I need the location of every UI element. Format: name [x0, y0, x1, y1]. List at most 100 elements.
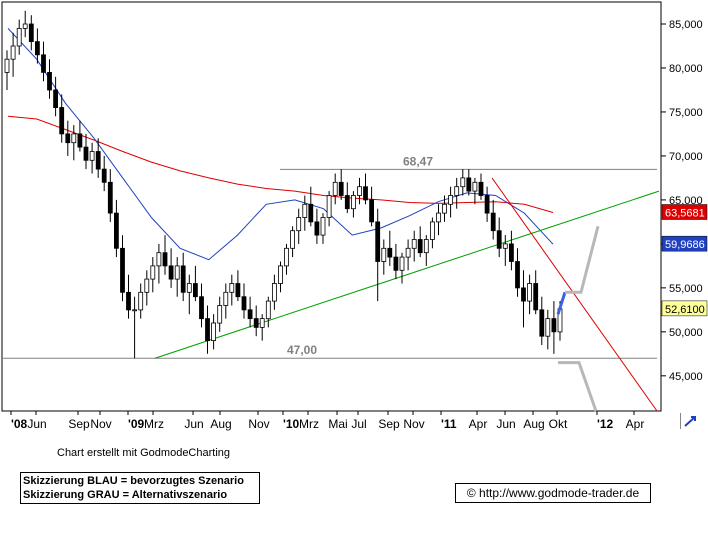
y-tick-label: 70,000 — [669, 151, 703, 163]
candle — [278, 261, 283, 293]
level-label-0: 68,47 — [403, 154, 433, 168]
candle — [521, 270, 526, 328]
candle — [436, 204, 441, 236]
candle — [350, 191, 356, 218]
legend-grey-line: Skizzierung GRAU = Alternativszenario — [23, 489, 228, 501]
candle — [265, 296, 271, 328]
candle — [114, 199, 119, 258]
candle — [423, 235, 429, 266]
candle — [199, 283, 204, 328]
candle — [357, 177, 362, 205]
candle — [180, 252, 186, 302]
legend-blue-line: Skizzierung BLAU = bevorzugtes Szenario — [23, 475, 244, 487]
candle — [393, 243, 399, 280]
price-tag: 63,5681 — [661, 204, 708, 220]
scenario-blue-path — [556, 291, 567, 315]
x-tick-label: Mai — [328, 417, 347, 431]
candle — [375, 208, 381, 302]
candle — [223, 283, 229, 319]
candle — [472, 177, 478, 205]
candle — [284, 243, 289, 275]
candle — [77, 120, 83, 152]
candle — [156, 243, 162, 284]
y-tick-label: 80,000 — [669, 63, 703, 75]
candle — [551, 301, 557, 354]
candle — [10, 32, 16, 77]
x-tick-label: Apr — [626, 417, 645, 431]
x-tick-label: Sep — [378, 417, 400, 431]
candle — [302, 195, 308, 231]
candle — [22, 10, 28, 38]
candle — [47, 59, 52, 99]
candle — [308, 186, 314, 227]
candle — [217, 296, 223, 332]
candle — [101, 155, 107, 192]
candle — [107, 169, 113, 222]
candle — [192, 265, 198, 302]
candle — [290, 226, 296, 258]
candle — [41, 41, 46, 82]
candle — [35, 28, 40, 64]
candle — [59, 94, 65, 143]
candle — [16, 19, 22, 55]
chart-corner-button[interactable] — [680, 413, 701, 429]
candle — [144, 270, 150, 306]
candle — [241, 283, 247, 319]
candle — [271, 274, 277, 310]
svg-text:63,5681: 63,5681 — [665, 207, 705, 219]
svg-text:59,9686: 59,9686 — [665, 239, 705, 251]
x-tick-label: Jul — [351, 417, 366, 431]
candle — [533, 270, 539, 315]
scenario-legend: Skizzierung BLAU = bevorzugtes Szenario … — [20, 472, 260, 504]
scenario-grey-down-path — [558, 361, 598, 412]
support-trendline — [154, 190, 660, 359]
candle — [211, 314, 217, 350]
x-tick-label: Nov — [403, 417, 424, 431]
level-label-1: 47,00 — [287, 343, 317, 357]
candle — [369, 186, 375, 227]
candle — [162, 235, 168, 275]
trend-arrow-icon — [684, 416, 696, 427]
candle — [399, 252, 405, 284]
candle — [381, 239, 387, 275]
candle — [259, 314, 265, 341]
candle — [95, 138, 101, 178]
candle — [332, 173, 338, 205]
candle — [138, 283, 144, 319]
x-tick-label: Mrz — [144, 417, 164, 431]
candle — [150, 257, 156, 293]
candle — [71, 125, 77, 161]
candle — [490, 199, 496, 240]
x-tick-label: Nov — [248, 417, 269, 431]
x-tick-label: '10 — [283, 417, 300, 431]
x-tick-label: Okt — [549, 417, 568, 431]
candle — [448, 186, 454, 218]
candle — [168, 248, 174, 288]
x-tick-label: Apr — [469, 417, 488, 431]
candle — [442, 195, 447, 222]
candle — [344, 182, 350, 214]
candle — [253, 305, 259, 337]
candle — [478, 173, 484, 200]
y-tick-label: 85,000 — [669, 19, 703, 31]
candle — [545, 309, 551, 350]
x-tick-label: Aug — [523, 417, 544, 431]
x-tick-label: '11 — [441, 417, 457, 431]
candle — [126, 274, 131, 319]
x-tick-label: '08 — [11, 417, 28, 431]
candle — [527, 274, 532, 315]
candle — [429, 217, 435, 249]
y-tick-label: 65,000 — [669, 195, 703, 207]
candle — [484, 186, 490, 222]
candle — [508, 230, 514, 271]
x-tick-label: Mrz — [299, 417, 319, 431]
candle — [454, 177, 460, 209]
y-tick-label: 45,000 — [669, 371, 703, 383]
candle — [405, 239, 411, 271]
candle — [363, 173, 368, 205]
x-tick-label: Jun — [496, 417, 515, 431]
copyright-link[interactable]: © http://www.godmode-trader.de — [455, 483, 651, 503]
x-tick-label: '09 — [128, 417, 145, 431]
candle — [174, 257, 180, 297]
